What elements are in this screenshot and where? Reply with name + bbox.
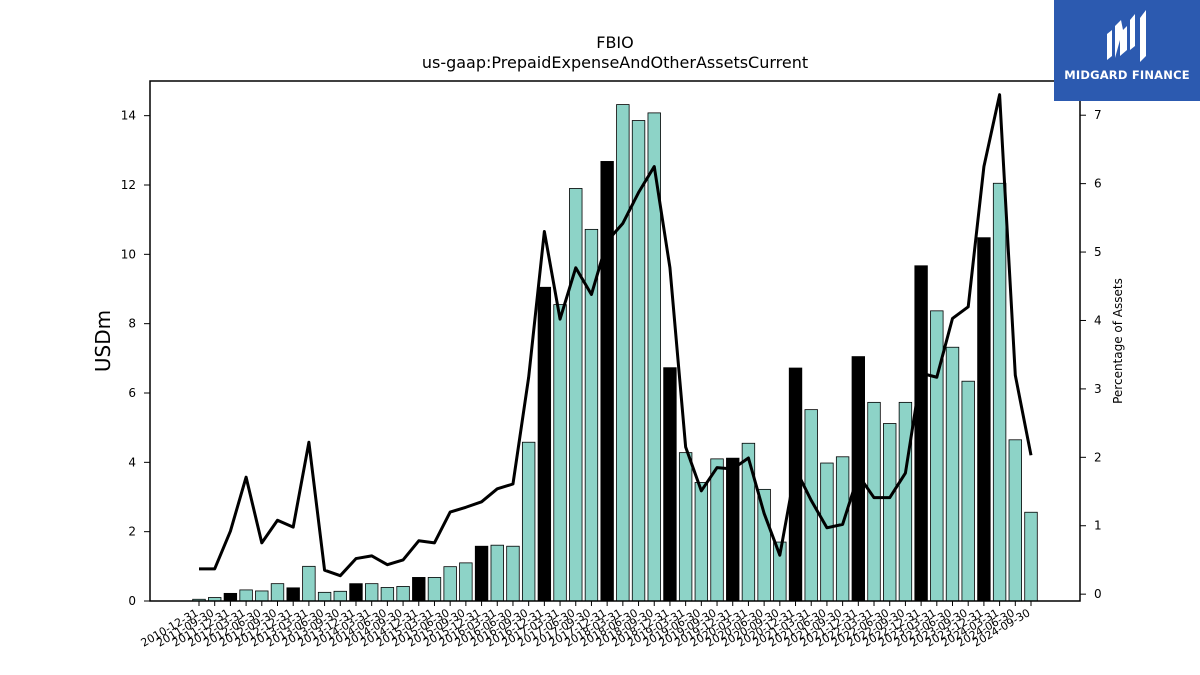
bar [380,587,395,602]
y2-tick-label: 2 [1094,450,1102,464]
y-tick-label: 14 [121,109,136,123]
bar [317,591,332,602]
bar [694,482,709,602]
bar [459,562,473,602]
bar [286,587,300,602]
bar [898,401,913,602]
y-tick-label: 4 [128,455,136,469]
y-tick-label: 6 [128,386,136,400]
chart-subtitle: us-gaap:PrepaidExpenseAndOtherAssetsCurr… [422,53,808,72]
y2-axis-label: Percentage of Assets [1111,278,1125,404]
bar-series [192,104,1038,602]
chart-title: FBIO [596,33,634,52]
bar [490,544,504,602]
bar [553,304,567,602]
bar [333,590,347,602]
y-axis-right: 0 1 2 3 4 5 6 7 [1080,108,1102,601]
bar [741,442,756,602]
bar [506,545,520,602]
bar [726,457,740,602]
bar [349,583,363,602]
bar [945,346,960,602]
bar [537,286,552,602]
bar [223,592,238,602]
brand-logo: MIDGARD FINANCE [1054,0,1200,101]
bar [412,577,426,602]
bar [521,441,536,602]
bar [914,265,928,602]
bar [992,182,1007,602]
y2-tick-label: 7 [1094,108,1102,122]
bar [883,423,897,602]
bar [443,566,457,602]
x-axis: 2010-12-312011-09-302011-12-312012-03-31… [139,601,1033,650]
bar [820,462,834,602]
y2-tick-label: 0 [1094,587,1102,601]
bar [1024,511,1038,602]
bar [835,456,850,602]
bar [396,586,410,602]
percentage-line [199,93,1033,578]
bar [427,577,442,602]
y2-tick-label: 5 [1094,245,1102,259]
bar [663,367,677,602]
y-axis-left: 0 2 4 6 8 10 12 14 [121,109,150,608]
bar [961,380,975,602]
y-tick-label: 12 [121,178,136,192]
plot-frame [149,80,1081,602]
y2-tick-label: 4 [1094,313,1102,327]
y-axis-label: USDm [91,310,115,372]
bar [270,583,285,602]
bar [474,545,489,602]
y-tick-label: 10 [121,247,136,261]
bar [757,488,771,602]
y-tick-label: 2 [128,525,136,539]
y-tick-label: 0 [128,594,136,608]
bar [678,452,693,602]
bar [788,367,803,602]
bar [600,161,614,602]
bar [255,590,269,602]
y2-tick-label: 3 [1094,382,1102,396]
bar [302,565,316,602]
bar [239,589,253,602]
brand-name: MIDGARD FINANCE [1064,68,1190,82]
bar [364,583,379,602]
bar [930,310,944,602]
bar [616,104,630,602]
bar [710,458,724,602]
bar [977,237,991,602]
logo-mark-icon [1107,10,1146,62]
bar [1008,439,1022,602]
bar [569,188,583,602]
y2-tick-label: 6 [1094,177,1102,191]
y-tick-label: 8 [128,317,136,331]
y2-tick-label: 1 [1094,519,1102,533]
bar [867,401,881,602]
